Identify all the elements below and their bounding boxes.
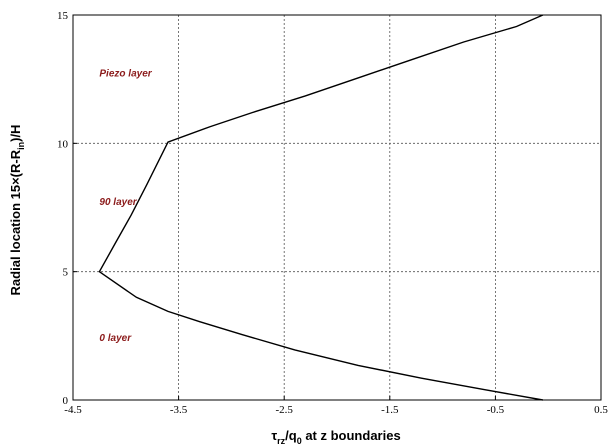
x-axis-label: τrz/q0 at z boundaries xyxy=(271,428,400,446)
layer-annotation: 90 layer xyxy=(99,197,137,208)
x-tick-label: 0.5 xyxy=(594,404,608,416)
tick-labels: -4.5 -3.5 -2.5 -1.5 -0.5 0.5 0 5 10 15 xyxy=(57,10,608,416)
annotations: Piezo layer 90 layer 0 layer xyxy=(99,69,152,344)
x-tick-label: -4.5 xyxy=(64,404,82,416)
x-tick-label: -3.5 xyxy=(170,404,188,416)
layer-annotation: Piezo layer xyxy=(99,69,152,80)
series-line xyxy=(98,14,544,401)
y-tick-label: 10 xyxy=(57,138,69,150)
y-tick-label: 0 xyxy=(63,395,69,407)
x-tick-label: -0.5 xyxy=(487,404,505,416)
plot-frame xyxy=(72,14,602,401)
x-tick-label: -2.5 xyxy=(275,404,293,416)
y-tick-label: 15 xyxy=(57,10,69,22)
x-tick-label: -1.5 xyxy=(381,404,399,416)
y-axis-label: Radial location 15×(R-Rin)/H xyxy=(8,125,26,296)
layer-annotation: 0 layer xyxy=(99,333,132,344)
grid-lines xyxy=(73,15,601,400)
y-tick-label: 5 xyxy=(63,267,69,279)
data-series xyxy=(98,14,544,401)
